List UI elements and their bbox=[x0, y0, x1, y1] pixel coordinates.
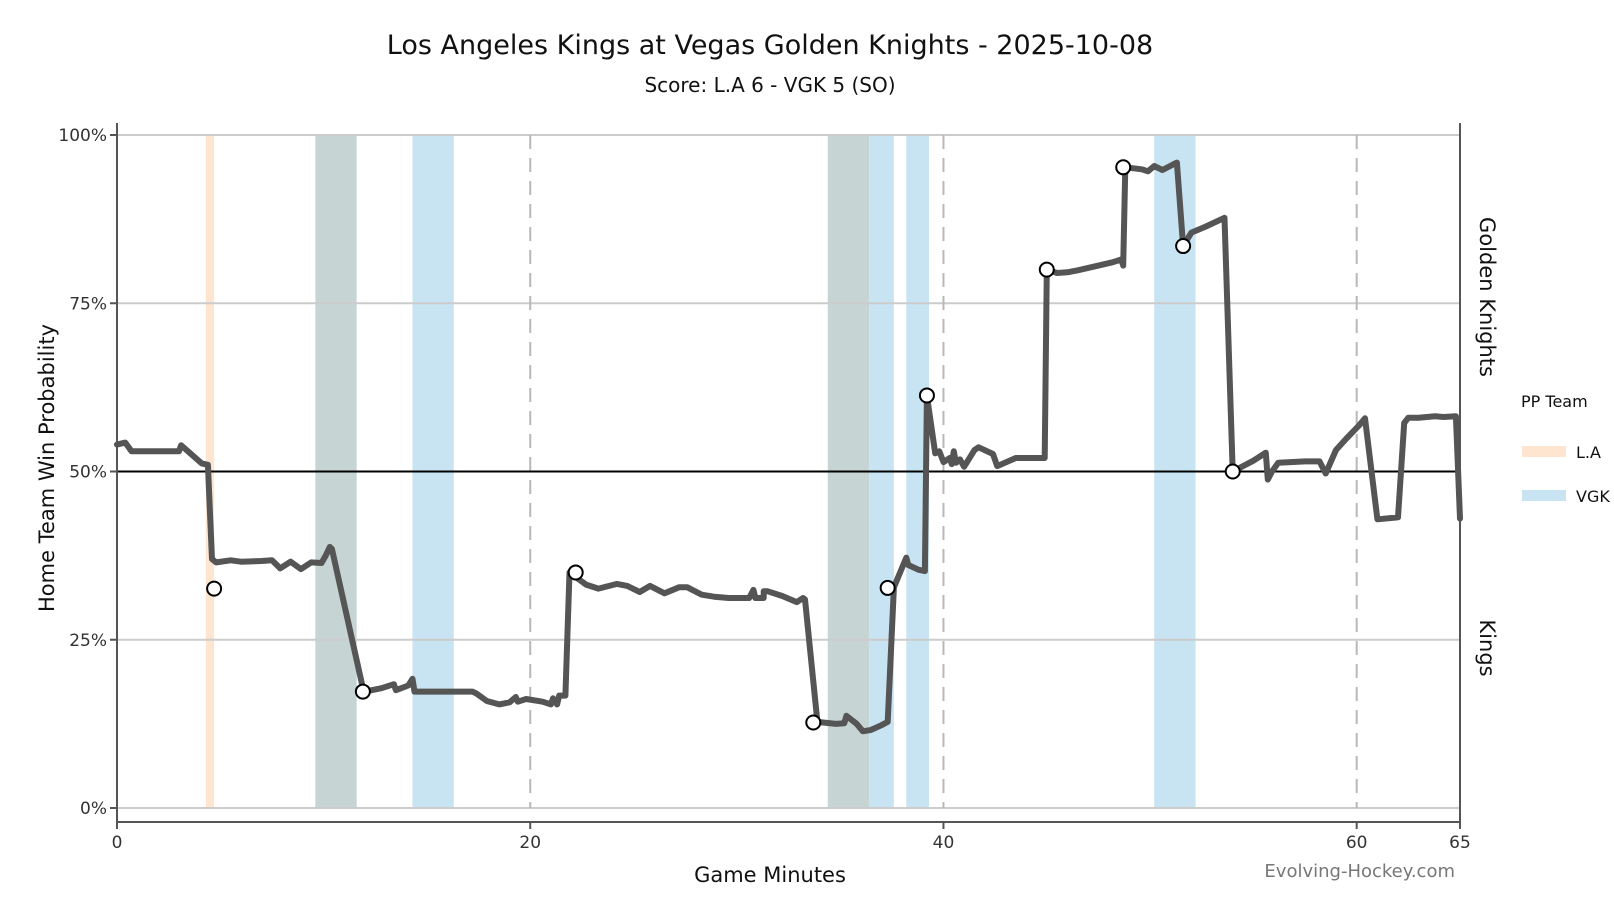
x-axis-ticks: 0 20 40 60 65 bbox=[112, 822, 1471, 853]
chart-subtitle: Score: L.A 6 - VGK 5 (SO) bbox=[644, 73, 895, 97]
legend-swatch bbox=[1522, 446, 1566, 457]
y-tick-label: 25% bbox=[69, 631, 107, 651]
x-tick-label: 60 bbox=[1346, 833, 1368, 853]
goal-marker bbox=[1224, 463, 1241, 480]
legend-title: PP Team bbox=[1521, 392, 1588, 411]
goal-marker bbox=[354, 683, 371, 700]
side-label-bottom: Kings bbox=[1475, 619, 1499, 676]
x-tick-label: 0 bbox=[112, 833, 123, 853]
goal-marker bbox=[805, 714, 822, 731]
goal-marker bbox=[918, 387, 935, 404]
x-tick-label: 20 bbox=[519, 833, 541, 853]
chart-title: Los Angeles Kings at Vegas Golden Knight… bbox=[387, 30, 1153, 61]
legend-swatch bbox=[1522, 490, 1566, 501]
goal-markers bbox=[206, 159, 1241, 731]
y-tick-label: 0% bbox=[80, 799, 107, 819]
period-lines bbox=[529, 135, 1358, 808]
goal-marker bbox=[1115, 159, 1132, 176]
y-tick-label: 50% bbox=[69, 463, 107, 483]
legend: PP Team L.A VGK bbox=[1521, 392, 1610, 506]
goal-marker bbox=[879, 579, 896, 596]
goal-marker bbox=[1038, 261, 1055, 278]
goal-marker bbox=[1175, 238, 1192, 255]
x-axis-label: Game Minutes bbox=[694, 863, 846, 887]
x-tick-label: 65 bbox=[1449, 833, 1471, 853]
y-axis-label: Home Team Win Probability bbox=[35, 324, 59, 612]
y-axis-ticks: 0% 25% 50% 75% 100% bbox=[58, 126, 117, 819]
y-tick-label: 100% bbox=[58, 126, 107, 146]
goal-marker bbox=[206, 580, 223, 597]
credit-text: Evolving-Hockey.com bbox=[1264, 861, 1455, 882]
legend-label: VGK bbox=[1576, 487, 1610, 506]
goal-marker bbox=[567, 564, 584, 581]
x-tick-label: 40 bbox=[933, 833, 955, 853]
side-label-top: Golden Knights bbox=[1475, 217, 1499, 377]
y-tick-label: 75% bbox=[69, 294, 107, 314]
legend-label: L.A bbox=[1576, 443, 1601, 462]
